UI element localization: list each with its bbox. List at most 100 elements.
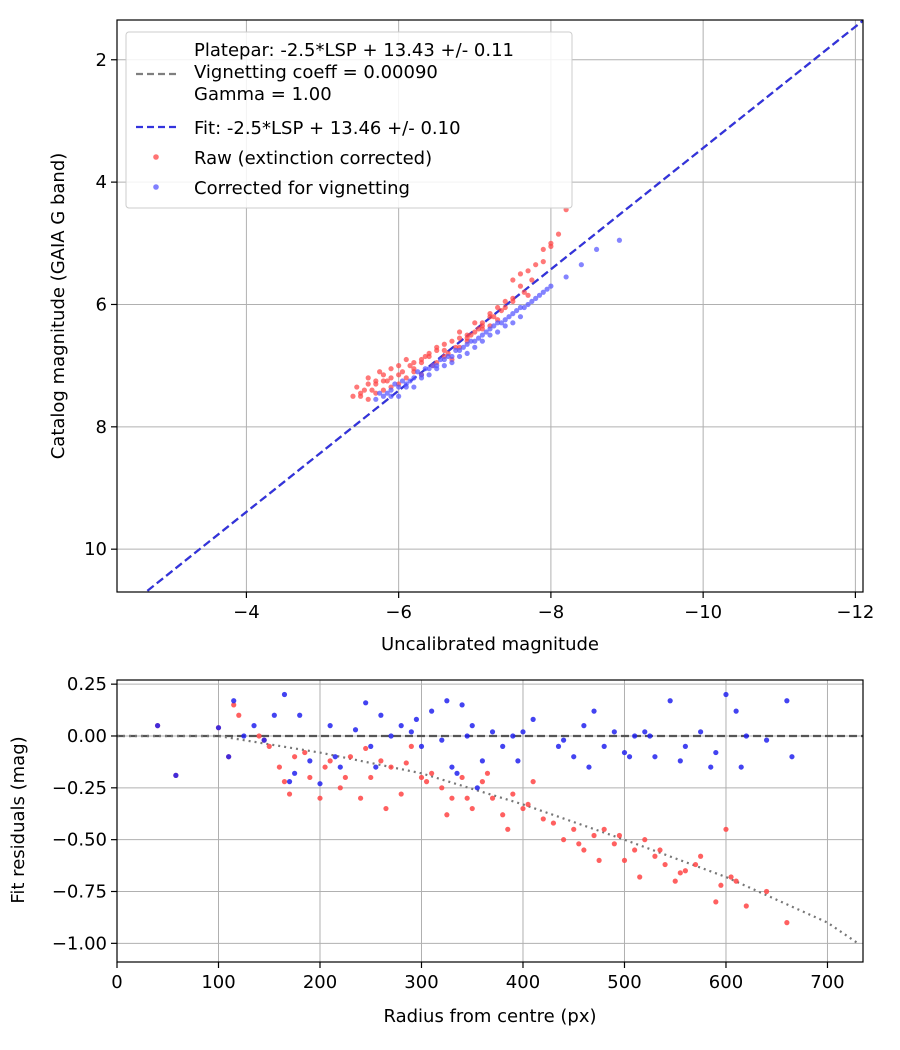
raw-point [350, 393, 356, 399]
corrected-point [392, 381, 398, 387]
corrected-point [449, 359, 455, 366]
raw-point [484, 770, 491, 776]
corrected-point [337, 764, 343, 770]
raw-point [502, 298, 508, 305]
raw-point [510, 791, 516, 797]
raw-point [637, 874, 643, 880]
raw-point [495, 304, 501, 311]
raw-point [418, 359, 425, 366]
corrected-point [491, 323, 497, 329]
raw-point [403, 375, 409, 381]
corrected-point [571, 754, 577, 760]
raw-point [347, 754, 354, 760]
raw-point [369, 387, 375, 393]
corrected-point [363, 700, 369, 706]
corrected-point [733, 708, 739, 714]
raw-point [581, 847, 587, 853]
corrected-point [487, 332, 493, 338]
raw-point [591, 832, 597, 839]
y-tick-label: 10 [84, 539, 107, 560]
raw-point [361, 387, 367, 393]
catalog-vs-uncalibrated-chart: −4 −6 −8 −10 −12 2 4 6 8 10 Uncalibrated magnitu… [48, 19, 874, 655]
raw-point [682, 868, 688, 874]
raw-point [560, 837, 567, 843]
raw-point [611, 841, 617, 847]
raw-point [399, 369, 406, 375]
legend-raw-marker [153, 154, 159, 160]
raw-point [357, 795, 364, 801]
raw-point [662, 861, 668, 868]
raw-point [236, 712, 242, 718]
corrected-point [368, 743, 374, 749]
raw-point [441, 341, 447, 347]
raw-point [357, 393, 364, 399]
corrected-point [611, 729, 617, 735]
raw-point [529, 277, 535, 283]
corrected-point [426, 366, 432, 372]
raw-point [444, 812, 450, 818]
raw-point [500, 812, 506, 818]
legend-raw-label: Raw (extinction corrected) [194, 148, 432, 169]
corrected-point [332, 754, 338, 760]
corrected-point [682, 743, 688, 749]
corrected-point [241, 733, 247, 739]
bottom-grid [116, 680, 863, 962]
raw-point [398, 791, 404, 797]
raw-point [281, 779, 288, 785]
raw-point [276, 764, 282, 770]
raw-point [377, 369, 383, 375]
corrected-point [738, 764, 744, 770]
raw-point [784, 920, 790, 926]
residuals-vs-radius-chart: 0 100 200 300 400 500 600 700 0.25 0.00 −0.25 −0.5… [8, 674, 864, 1027]
raw-point [489, 795, 496, 801]
raw-point [657, 847, 663, 853]
x-tick-label: 0 [111, 972, 122, 993]
raw-point [468, 332, 474, 338]
corrected-point [399, 378, 406, 384]
corrected-point [411, 384, 417, 390]
corrected-point [472, 344, 478, 350]
raw-point [429, 770, 435, 776]
corrected-point [483, 329, 489, 335]
corrected-point [529, 298, 535, 305]
raw-point [365, 381, 371, 387]
bottom-x-ticks: 0 100 200 300 400 500 600 700 [111, 962, 845, 993]
corrected-point [408, 729, 414, 735]
raw-point [380, 378, 387, 384]
top-scatter-points [350, 207, 623, 402]
corrected-point [413, 716, 420, 722]
raw-point [530, 779, 536, 785]
x-tick-label: 200 [303, 972, 337, 993]
x-tick-label: −4 [233, 602, 260, 623]
corrected-point [373, 396, 379, 402]
raw-point [743, 903, 749, 909]
corrected-point [601, 743, 607, 749]
raw-point [728, 874, 734, 880]
corrected-point [441, 363, 447, 369]
raw-point [337, 785, 343, 791]
raw-point [441, 347, 447, 353]
corrected-point [307, 758, 313, 764]
vignetting-model-line [117, 734, 859, 945]
corrected-point [474, 785, 480, 791]
raw-point [317, 795, 323, 801]
raw-point [632, 847, 638, 853]
corrected-point [468, 338, 474, 344]
raw-point [368, 774, 374, 781]
corrected-point [506, 314, 512, 320]
y-tick-label: −0.50 [52, 830, 107, 851]
x-tick-label: 400 [506, 972, 540, 993]
raw-point [548, 243, 554, 249]
x-tick-label: −10 [684, 602, 722, 623]
corrected-point [536, 292, 543, 298]
raw-point [525, 801, 531, 808]
raw-point [456, 329, 463, 335]
corrected-point [521, 304, 527, 311]
corrected-point [388, 393, 394, 399]
x-tick-label: 700 [810, 972, 844, 993]
raw-point [411, 369, 417, 375]
raw-point [434, 347, 440, 353]
corrected-point [226, 754, 232, 760]
corrected-point [444, 698, 450, 704]
